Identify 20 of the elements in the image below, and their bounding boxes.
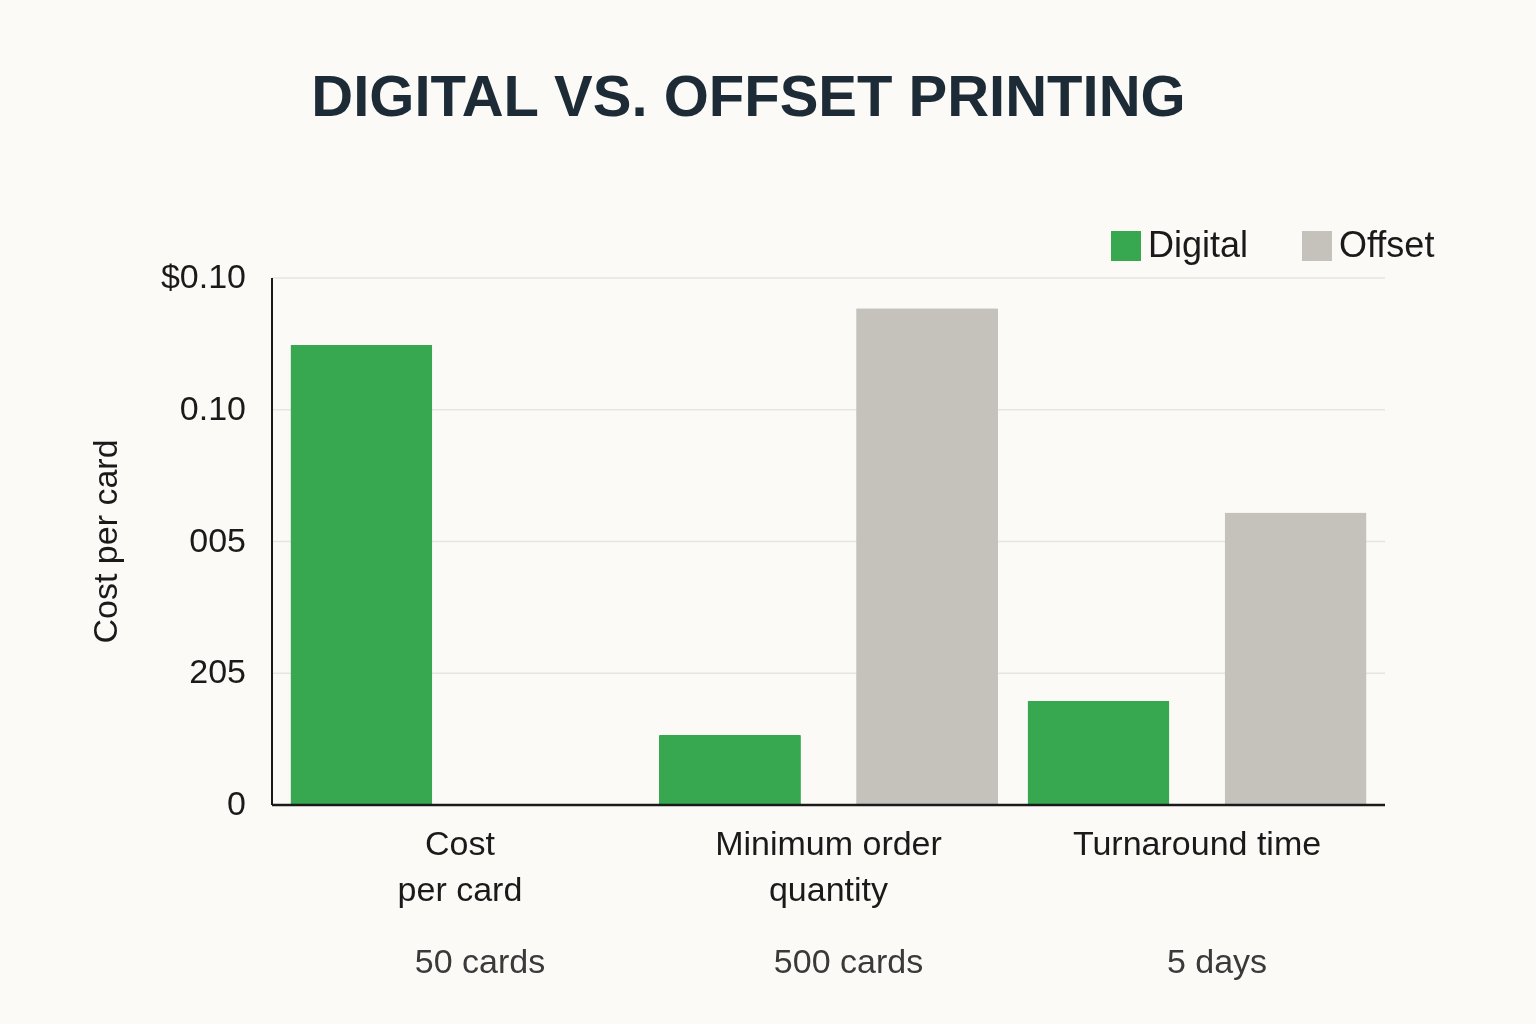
bar bbox=[290, 345, 433, 805]
x-tick-label: Minimum order quantity bbox=[715, 823, 942, 908]
text: $0.10 bbox=[160, 257, 246, 295]
x-tick-label: Cost per card bbox=[397, 823, 523, 908]
x-tick-label: Turnaround time bbox=[1072, 823, 1322, 862]
bar bbox=[658, 734, 801, 805]
y-axis-title: Cost per card bbox=[86, 439, 124, 644]
text: 50 cards bbox=[414, 942, 546, 980]
bar bbox=[856, 308, 999, 805]
legend-label: Offset bbox=[1339, 224, 1435, 265]
text: 5 days bbox=[1166, 942, 1268, 980]
legend-label: Digital bbox=[1148, 224, 1249, 265]
chart-title: DIGITAL VS. OFFSET PRINTING bbox=[311, 63, 1186, 128]
bar bbox=[1027, 700, 1170, 805]
text: 0.10 bbox=[179, 388, 246, 427]
text: 005 bbox=[189, 520, 246, 559]
text: 500 cards bbox=[773, 942, 924, 980]
bar bbox=[1224, 512, 1367, 805]
text: 0 bbox=[227, 784, 246, 822]
text: 205 bbox=[189, 652, 246, 691]
